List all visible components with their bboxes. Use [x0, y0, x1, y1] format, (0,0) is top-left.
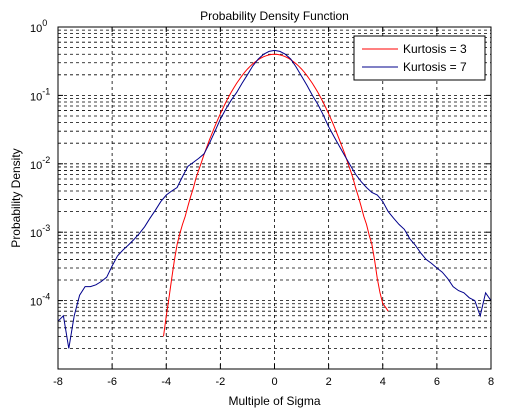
x-tick-label: 4 — [380, 376, 386, 388]
y-tick-label: 100 — [30, 18, 47, 35]
x-tick-label: 0 — [271, 376, 277, 388]
x-tick-label: 2 — [326, 376, 332, 388]
legend: Kurtosis = 3 Kurtosis = 7 — [353, 35, 486, 81]
x-tick-label: -4 — [161, 376, 171, 388]
x-tick-label: -2 — [215, 376, 225, 388]
plot-lines — [57, 49, 492, 349]
x-tick-label: 8 — [488, 376, 494, 388]
legend-entry-kurtosis-3: Kurtosis = 3 — [403, 42, 467, 56]
y-tick-label: 10-2 — [30, 155, 50, 172]
x-axis-label: Multiple of Sigma — [228, 394, 320, 408]
y-tick-label: 10-1 — [30, 86, 50, 103]
ticks: -8 -6 -4 -2 0 2 4 6 8 100 10-1 10-2 10-3 10-4 — [30, 18, 494, 388]
x-tick-label: -6 — [107, 376, 117, 388]
x-tick-label: 6 — [434, 376, 440, 388]
y-axis-label: Probability Density — [9, 148, 23, 247]
chart-title: Probability Density Function — [200, 9, 349, 23]
legend-box — [353, 35, 486, 81]
legend-entry-kurtosis-7: Kurtosis = 7 — [403, 60, 467, 74]
series-line-kurtosis-7 — [57, 49, 492, 349]
x-tick-label: -8 — [53, 376, 63, 388]
y-tick-label: 10-4 — [30, 292, 50, 309]
y-tick-label: 10-3 — [30, 223, 50, 240]
series-line-kurtosis-3 — [163, 53, 389, 337]
